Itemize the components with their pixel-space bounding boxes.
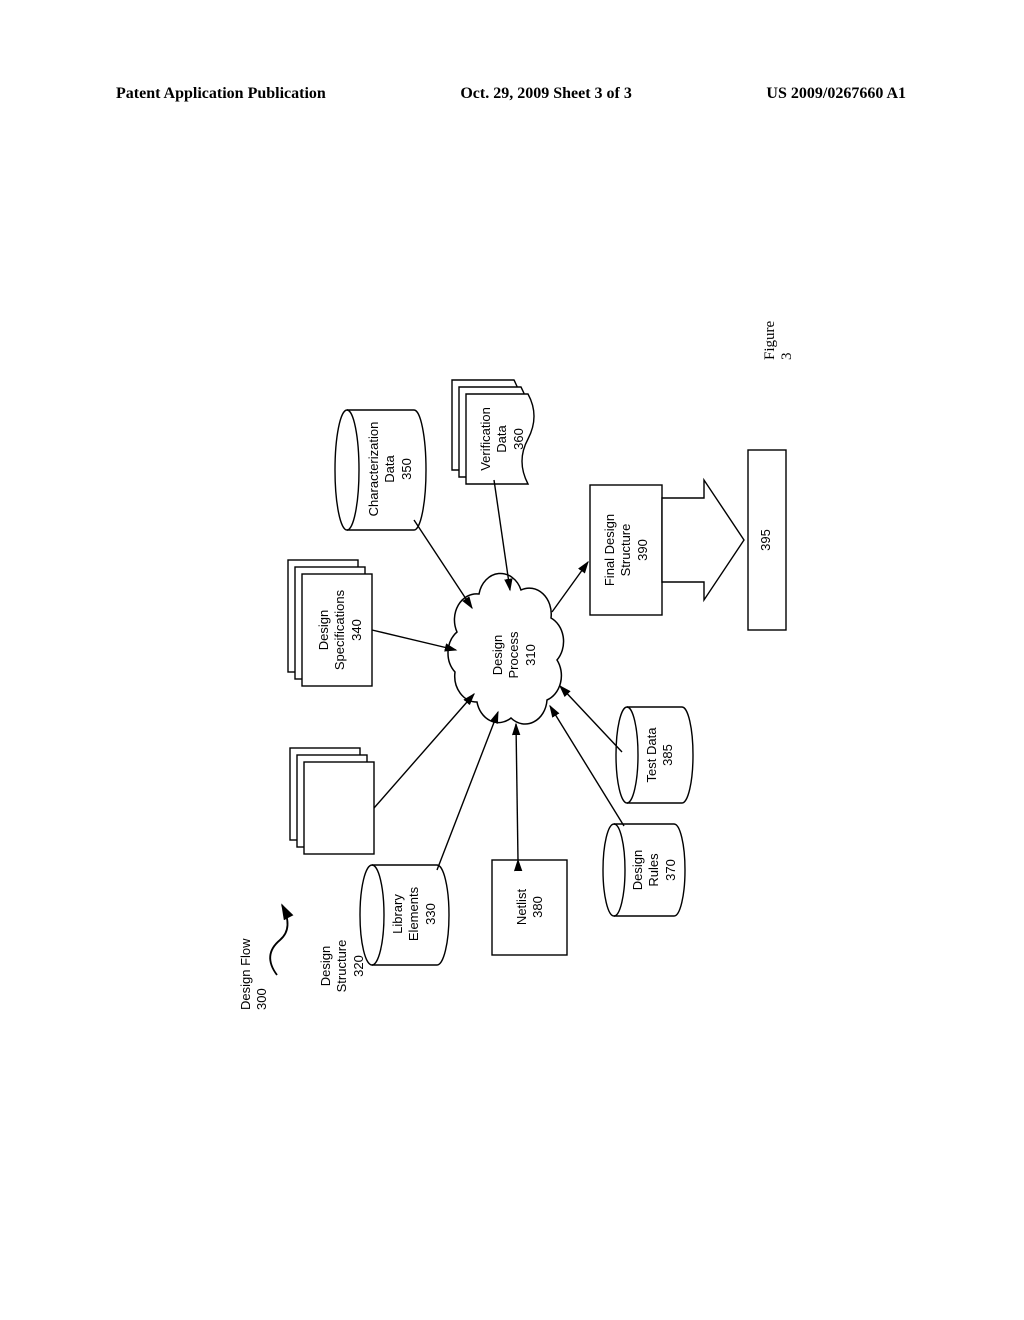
cloud-icon [448,573,564,724]
node-verification [452,380,534,484]
node-design-rules [603,824,685,916]
page-header: Patent Application Publication Oct. 29, … [0,85,1024,103]
node-characterization [335,410,426,530]
node-library-elements [360,865,449,965]
figure-label: Figure 3 [762,310,796,360]
node-design-structure [290,748,374,854]
header-center: Oct. 29, 2009 Sheet 3 of 3 [460,85,632,103]
node-test-data [616,707,693,803]
node-design-specs [288,560,372,686]
block-arrow-icon [662,480,744,600]
node-netlist [492,860,567,955]
node-final-design [590,485,662,615]
design-flow-diagram: Design Flow300 DesignStructure320 Librar… [232,310,792,1010]
header-right: US 2009/0267660 A1 [766,85,906,103]
node-output [748,450,786,630]
diagram-svg [232,310,792,1010]
header-left: Patent Application Publication [116,85,326,103]
